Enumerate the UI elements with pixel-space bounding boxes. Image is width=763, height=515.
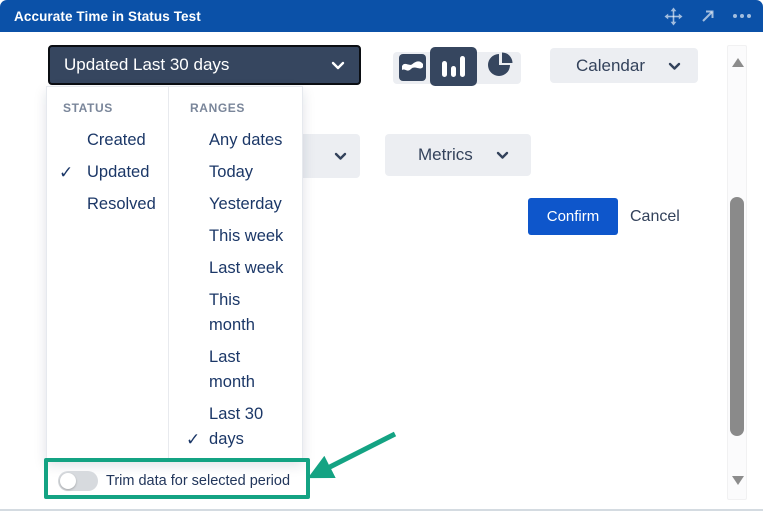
gadget-header: Accurate Time in Status Test [0, 0, 763, 32]
scrollbar-thumb[interactable] [730, 197, 744, 436]
chevron-down-icon [331, 55, 345, 75]
header-actions [664, 7, 751, 26]
bar-chart-icon-selected[interactable] [430, 47, 477, 86]
status-period-dropdown[interactable]: Updated Last 30 days [48, 45, 361, 85]
trim-data-toggle[interactable] [58, 471, 98, 491]
menu-item-last-30-days[interactable]: ✓ Last 30 days [186, 402, 302, 452]
scrollbar-up-arrow[interactable] [732, 58, 744, 67]
check-placeholder [59, 128, 87, 153]
chevron-down-icon [668, 56, 681, 76]
pie-chart-icon[interactable] [487, 52, 513, 83]
menu-item-any-dates[interactable]: Any dates [186, 128, 302, 153]
ranges-column: RANGES Any dates Today Yesterday This we… [168, 87, 302, 459]
check-placeholder [186, 345, 209, 395]
chevron-down-icon [334, 146, 347, 166]
status-column-header: STATUS [63, 101, 113, 115]
chevron-down-icon [496, 145, 509, 165]
status-column: STATUS Created ✓ Updated Resolved [47, 87, 168, 459]
menu-item-updated[interactable]: ✓ Updated [59, 160, 168, 185]
menu-item-today[interactable]: Today [186, 160, 302, 185]
check-placeholder [186, 128, 209, 153]
scrollbar-down-arrow[interactable] [732, 476, 744, 485]
check-icon: ✓ [59, 163, 74, 182]
check-placeholder [186, 160, 209, 185]
more-options-icon[interactable] [732, 7, 751, 26]
menu-item-last-month[interactable]: Last month [186, 345, 302, 395]
check-placeholder [186, 192, 209, 217]
menu-item-yesterday[interactable]: Yesterday [186, 192, 302, 217]
calendar-dropdown[interactable]: Calendar [550, 48, 698, 83]
menu-item-created[interactable]: Created [59, 128, 168, 153]
check-placeholder [186, 224, 209, 249]
metrics-value: Metrics [418, 145, 473, 164]
status-period-value: Updated Last 30 days [64, 55, 230, 74]
check-placeholder [59, 192, 87, 217]
menu-item-this-week[interactable]: This week [186, 224, 302, 249]
period-dropdown-menu: STATUS Created ✓ Updated Resolved RANGES… [46, 86, 303, 460]
menu-item-this-month[interactable]: This month [186, 288, 302, 338]
confirm-button[interactable]: Confirm [528, 198, 618, 235]
widget-bottom-border [0, 509, 763, 511]
area-chart-icon[interactable] [399, 54, 426, 86]
cancel-button[interactable]: Cancel [630, 208, 680, 225]
menu-item-last-week[interactable]: Last week [186, 256, 302, 281]
move-icon[interactable] [664, 7, 683, 26]
gadget-title: Accurate Time in Status Test [14, 8, 201, 24]
menu-item-resolved[interactable]: Resolved [59, 192, 168, 217]
check-placeholder [186, 256, 209, 281]
check-placeholder [186, 288, 209, 338]
expand-icon[interactable] [698, 7, 717, 26]
metrics-dropdown[interactable]: Metrics [385, 134, 531, 176]
toggle-knob [60, 473, 76, 489]
annotation-arrow-icon [296, 426, 400, 489]
trim-data-toggle-label: Trim data for selected period [106, 473, 291, 489]
ranges-column-header: RANGES [190, 101, 245, 115]
check-icon: ✓ [186, 430, 201, 449]
calendar-value: Calendar [576, 55, 645, 75]
